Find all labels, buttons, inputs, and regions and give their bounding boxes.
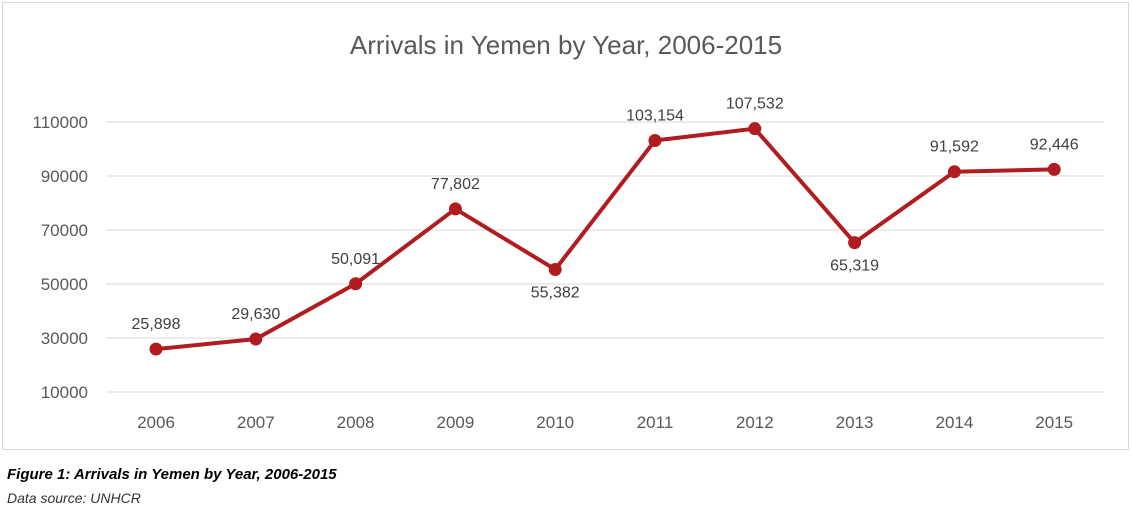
series-line-layer	[154, 126, 1057, 352]
y-tick-label: 50000	[41, 275, 88, 294]
data-point	[448, 202, 462, 216]
data-point	[548, 262, 562, 276]
data-label: 92,446	[1030, 136, 1079, 153]
data-point	[1047, 162, 1061, 176]
y-axis-ticks: 10000 30000 50000 70000 90000 110000	[33, 113, 88, 402]
data-point	[349, 277, 363, 291]
data-points	[149, 122, 1061, 356]
data-point	[947, 165, 961, 179]
data-point	[748, 122, 762, 136]
x-tick-label: 2014	[935, 413, 973, 432]
data-label: 107,532	[726, 96, 784, 113]
data-point	[848, 236, 862, 250]
figure-caption: Figure 1: Arrivals in Yemen by Year, 200…	[7, 466, 337, 483]
data-labels: 25,898 29,630 50,091 77,802 55,382 103,154 107…	[132, 96, 1079, 333]
y-tick-label: 10000	[41, 383, 88, 402]
gridlines	[106, 121, 1104, 393]
x-axis-ticks: 2006 2007 2008 2009 2010 2011 2012 2013 2014 2015	[137, 413, 1073, 432]
x-tick-label: 2011	[637, 413, 674, 432]
x-tick-label: 2012	[736, 413, 774, 432]
x-tick-label: 2006	[137, 413, 175, 432]
data-label: 55,382	[531, 284, 580, 301]
x-tick-label: 2009	[436, 413, 474, 432]
data-label: 103,154	[626, 107, 684, 124]
y-tick-label: 90000	[41, 167, 88, 186]
data-point	[648, 133, 662, 147]
x-tick-label: 2008	[337, 413, 375, 432]
chart-title: Arrivals in Yemen by Year, 2006-2015	[350, 30, 782, 60]
data-source-note: Data source: UNHCR	[7, 490, 141, 506]
x-tick-label: 2010	[536, 413, 574, 432]
x-tick-label: 2015	[1035, 413, 1073, 432]
y-tick-label: 110000	[33, 113, 88, 132]
data-label: 50,091	[331, 251, 380, 268]
data-point	[249, 332, 263, 346]
data-label: 91,592	[930, 139, 979, 156]
data-label: 29,630	[231, 306, 280, 323]
series-line	[154, 126, 1057, 352]
y-tick-label: 70000	[41, 221, 88, 240]
y-tick-label: 30000	[41, 329, 88, 348]
chart-frame	[2, 2, 1129, 450]
data-label: 77,802	[431, 176, 480, 193]
data-label: 65,319	[830, 258, 879, 275]
line-chart: Arrivals in Yemen by Year, 2006-2015 100…	[33, 30, 1104, 432]
x-tick-label: 2007	[237, 413, 275, 432]
x-tick-label: 2013	[836, 413, 874, 432]
data-point	[149, 342, 163, 356]
data-label: 25,898	[132, 316, 181, 333]
